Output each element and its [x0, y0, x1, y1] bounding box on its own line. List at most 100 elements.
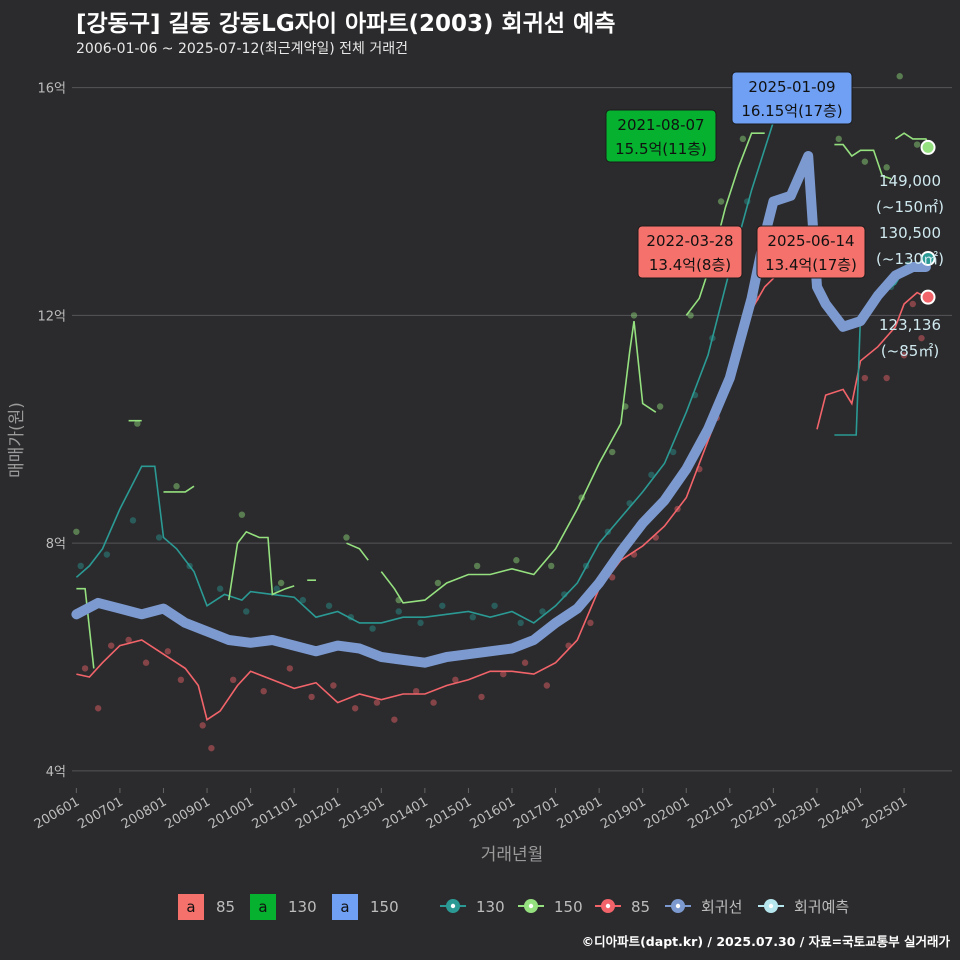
scatter-point-130	[103, 551, 111, 558]
scatter-point-130	[395, 608, 402, 615]
annotation-box	[637, 225, 743, 279]
scatter-point-130	[243, 608, 250, 615]
scatter-point-130	[469, 613, 476, 621]
series-line-150	[346, 542, 369, 561]
x-tick-label: 201001	[206, 794, 256, 832]
x-tick-label: 202401	[816, 794, 866, 832]
y-axis-labels: 4억 8억 12억 16억	[37, 82, 66, 780]
x-tick-label: 201101	[250, 794, 300, 832]
scatter-point-130	[299, 596, 307, 604]
scatter-point-130	[648, 471, 655, 479]
legend-dot-center	[675, 903, 681, 909]
legend-key-letter: a	[258, 898, 267, 916]
scatter-point-150	[717, 198, 725, 205]
x-tick-label: 201901	[598, 794, 648, 832]
x-tick-label: 201601	[468, 794, 518, 832]
scatter-point-85	[543, 682, 551, 689]
x-tick-label: 201201	[293, 794, 343, 832]
scatter-point-85	[94, 705, 102, 712]
annotation-value: 16.15억(17층)	[741, 102, 842, 120]
scatter-point-85	[452, 676, 459, 684]
scatter-point-85	[164, 648, 172, 655]
scatter-point-150	[343, 534, 350, 541]
series-line-150	[163, 485, 195, 493]
chart-subtitle: 2006-01-06 ~ 2025-07-12(최근계약일) 전체 거래건	[76, 41, 408, 57]
end-labels: 149,000 (~150㎡) 130,500 (~130㎡) 123,136 (~85㎡…	[876, 172, 944, 360]
series-line-150	[834, 143, 892, 180]
scatter-point-130	[539, 608, 546, 615]
scatter-point-85	[608, 574, 616, 581]
scatter-point-85	[521, 659, 529, 666]
x-tick-label: 202101	[685, 794, 735, 832]
chart-title: [강동구] 길동 강동LG자이 아파트(2003) 회귀선 예측	[76, 11, 616, 37]
scatter-point-130	[77, 562, 84, 570]
scatter-point-150	[548, 562, 555, 570]
scatter-point-85	[391, 716, 398, 723]
legend-key-130	[250, 894, 276, 920]
y-axis-title: 매매가(원)	[7, 402, 27, 478]
x-axis-title: 거래년월	[481, 845, 544, 865]
x-tick-label: 201801	[555, 794, 605, 832]
scatter-point-150	[608, 448, 616, 456]
x-tick-label: 201401	[380, 794, 430, 832]
scatter-point-85	[918, 334, 925, 342]
scatter-point-150	[687, 312, 694, 319]
legend-label-85: 85	[216, 898, 235, 916]
legend-dot-center	[528, 903, 534, 909]
scatter-point-150	[630, 312, 638, 319]
end-label-area: (~130㎡)	[876, 250, 944, 268]
scatter-point-150	[173, 483, 180, 490]
scatter-point-150	[434, 579, 442, 587]
scatter-point-130	[129, 517, 137, 524]
series-line-85	[76, 235, 796, 721]
scatter-point-150	[913, 141, 921, 148]
legend-label-130: 130	[288, 898, 317, 916]
scatter-point-85	[125, 636, 132, 644]
x-axis-labels: 2006012007012008012009012010012011012012…	[32, 794, 910, 832]
end-label-price: 130,500	[879, 224, 941, 242]
scatter-point-150	[134, 420, 141, 427]
end-marker	[920, 289, 936, 305]
annotation-date: 2025-01-09	[748, 78, 835, 96]
scatter-point-85	[330, 682, 337, 689]
scatter-point-130	[669, 448, 677, 456]
scatter-point-85	[199, 722, 206, 729]
scatter-point-85	[909, 300, 916, 308]
scatter-point-130	[417, 619, 424, 627]
y-tick-label: 4억	[46, 765, 66, 780]
series-line-130	[75, 115, 787, 624]
scatter-point-150	[277, 579, 285, 587]
scatter-point-85	[81, 665, 89, 672]
x-tick-label: 200801	[119, 794, 169, 832]
scatter-point-85	[900, 352, 908, 359]
scatter-point-85	[351, 705, 359, 712]
scatter-point-85	[478, 693, 485, 701]
legend-line-label: 130	[476, 898, 505, 916]
annotation-value: 13.4억(17층)	[765, 256, 857, 274]
legend-line-label: 회귀예측	[794, 898, 849, 916]
legend-line-label: 회귀선	[701, 898, 742, 916]
series-line-150	[76, 587, 95, 669]
grid	[72, 87, 952, 793]
legend-key-85	[178, 894, 204, 920]
x-tick-label: 202301	[772, 794, 822, 832]
annotation-value: 15.5억(11층)	[615, 140, 707, 158]
scatter-point-85	[286, 665, 294, 672]
scatter-point-85	[229, 676, 237, 684]
scatter-point-150	[513, 557, 520, 564]
series-line-150	[685, 132, 765, 316]
x-tick-label: 200901	[163, 794, 213, 832]
end-label-price: 123,136	[879, 316, 941, 334]
scatter-point-85	[861, 374, 869, 382]
annotations: 2025-01-09 16.15억(17층) 2021-08-07 15.5억(11층…	[605, 71, 866, 279]
x-tick-label: 202501	[860, 794, 910, 832]
legend-key-letter: a	[340, 898, 349, 916]
series-lines	[75, 115, 931, 721]
annotation-date: 2021-08-07	[617, 116, 704, 134]
scatter-point-85	[177, 676, 185, 684]
scatter-point-85	[430, 699, 437, 706]
legend-key-150	[332, 894, 358, 920]
x-tick-label: 200701	[75, 794, 125, 832]
series-line-150	[228, 530, 295, 601]
